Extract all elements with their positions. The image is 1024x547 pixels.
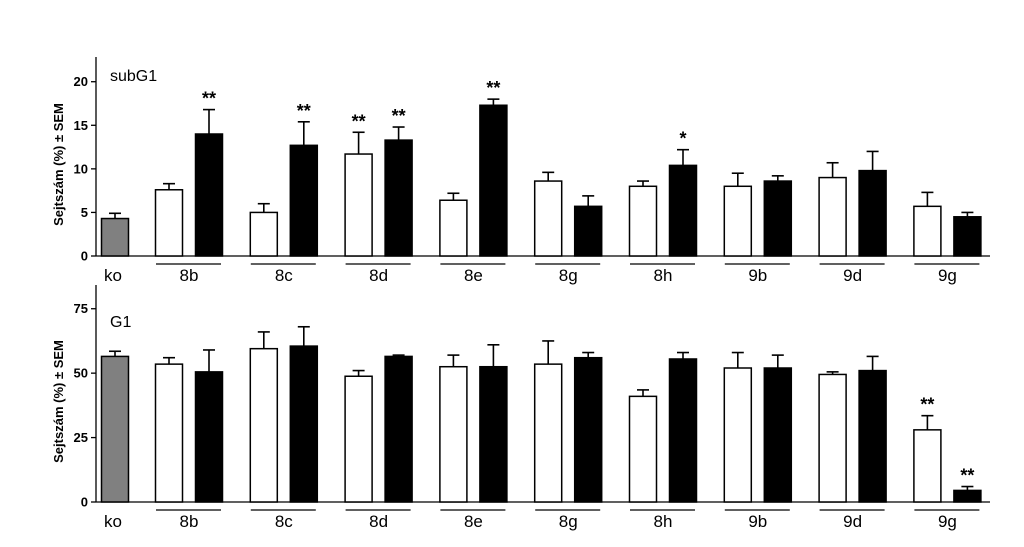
x-label-8e: 8e [464,266,483,285]
x-label-9d: 9d [843,512,862,531]
x-label-9g: 9g [938,512,957,531]
y-tick-label: 10 [74,161,88,176]
x-label-9d: 9d [843,266,862,285]
y-tick-label: 75 [74,301,88,316]
y-tick-label: 50 [74,366,88,381]
bar-8h-open [628,395,658,503]
y-tick-label: 0 [81,495,88,510]
y-tick-label: 5 [81,205,88,220]
bar-control [100,355,130,503]
bar-9b-filled [763,367,793,503]
y-axis-label: Sejtszám (%) ± SEM [51,340,66,463]
bar-8b-filled-significance: ** [202,89,216,109]
bar-8c-filled [289,144,319,257]
x-label-8d: 8d [369,512,388,531]
bar-8d-filled [384,139,413,257]
panel-subg1: 0 5 10 15 20 Sejtszám (%) ± SEM subG1 ko ** 8b ** 8… [51,57,990,285]
bar-9b-open [723,367,753,503]
bar-8d-open [344,153,373,257]
bar-8g-open [533,180,563,257]
y-tick-label: 20 [74,74,88,89]
x-label-8d: 8d [369,266,388,285]
x-label-8b: 8b [180,512,199,531]
x-label-8b: 8b [180,266,199,285]
bar-8e-filled [479,104,508,257]
bar-9d-filled [858,169,887,257]
x-label-control: ko [104,512,122,531]
bar-9g-open [913,205,942,257]
bar-8b-filled [194,371,224,503]
x-label-8g: 8g [559,266,578,285]
bar-8g-filled [573,205,603,257]
x-label-8c: 8c [275,512,293,531]
x-label-8g: 8g [559,512,578,531]
x-label-9b: 9b [748,512,767,531]
x-label-8c: 8c [275,266,293,285]
bar-8c-open [249,211,279,257]
bar-8d-open-significance: ** [352,111,366,131]
x-label-control: ko [104,266,122,285]
bar-9g-filled-significance: ** [960,466,974,486]
bar-9g-open [913,429,942,503]
bar-8h-filled [668,358,698,503]
bar-8b-open [154,189,184,257]
bar-8c-open [249,347,279,503]
x-label-9g: 9g [938,266,957,285]
bar-8h-filled [668,164,698,257]
bar-control [100,217,130,257]
panel-title: subG1 [110,68,157,85]
bar-9b-open [723,185,753,257]
y-tick-label: 0 [81,249,88,264]
x-label-8e: 8e [464,512,483,531]
panel-g1: 0 25 50 75 Sejtszám (%) ± SEM G1 ko 8b 8c 8d 8e 8g 8… [51,285,990,531]
x-label-9b: 9b [748,266,767,285]
bar-8d-open [344,375,373,503]
x-label-8h: 8h [654,266,673,285]
bar-8d-filled-significance: ** [392,106,406,126]
bar-9g-open-significance: ** [920,395,934,415]
bar-9d-filled [858,369,887,503]
bar-8b-filled [194,133,224,257]
y-tick-label: 25 [74,430,88,445]
bar-8h-open [628,185,658,257]
bar-9d-open [818,176,847,257]
bar-8g-filled [573,356,603,503]
bar-9b-filled [763,180,793,257]
bar-8e-open [439,365,468,503]
bar-8c-filled-significance: ** [297,101,311,121]
bar-9g-filled [953,489,982,503]
bar-8c-filled [289,345,319,503]
bar-8e-open [439,199,468,257]
bar-8b-open [154,363,184,503]
bar-8g-open [533,363,563,503]
bar-8e-filled [479,365,508,503]
panel-title: G1 [110,314,131,331]
bar-8d-filled [384,355,413,503]
y-tick-label: 15 [74,118,88,133]
bar-9d-open [818,373,847,503]
y-axis-label: Sejtszám (%) ± SEM [51,103,66,226]
bar-8e-filled-significance: ** [486,78,500,98]
bar-9g-filled [953,216,982,257]
x-label-8h: 8h [654,512,673,531]
bar-8h-filled-significance: * [679,129,686,149]
